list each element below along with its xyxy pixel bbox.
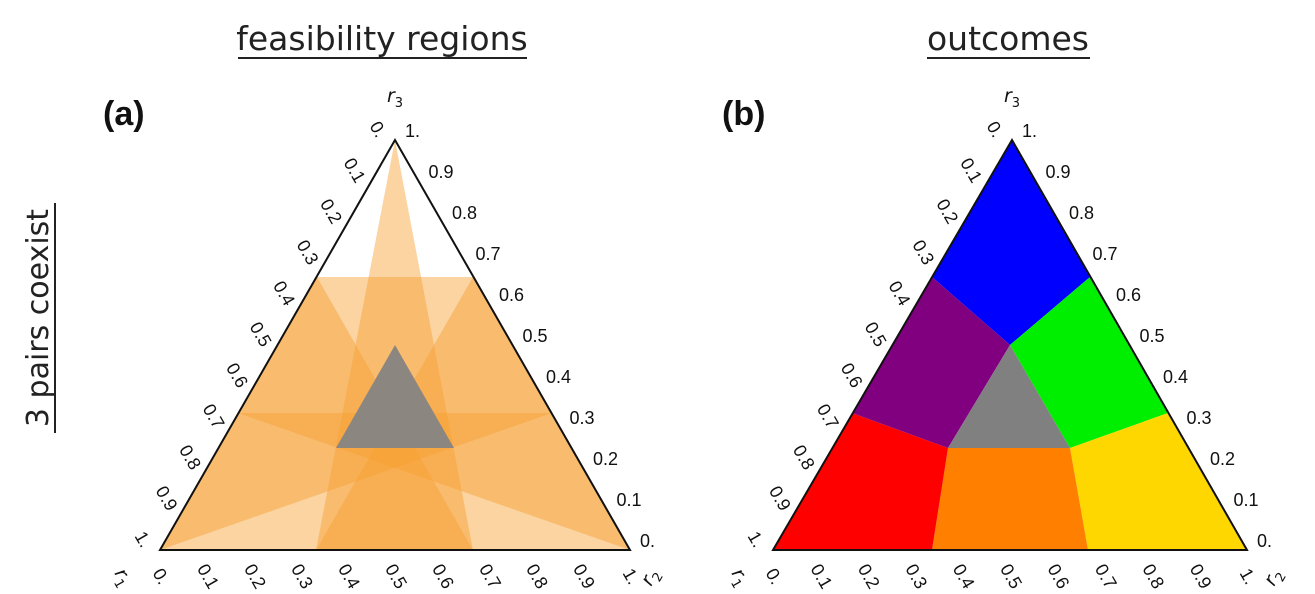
tick-label-right: 0.1 [1234, 490, 1259, 510]
tick-label-bottom: 0.7 [1091, 561, 1121, 593]
band-lower-right [238, 413, 630, 550]
tick-label-left: 0.5 [246, 319, 276, 351]
tick-label-left: 0.7 [813, 401, 843, 433]
feasibility-ternary-plot: 0. 0. 0. 0.1 0.1 0.1 0.2 0.2 0.2 0.3 0.3 0.3 0.4 0.4 0… [106, 85, 667, 593]
tick-label-bottom: 0.4 [334, 561, 364, 593]
heading-outcomes: outcomes [927, 19, 1089, 58]
tick-label-right: 0.2 [1210, 449, 1235, 469]
heading-feasibility-regions: feasibility regions [236, 19, 527, 58]
tick-label-left: 0.1 [340, 155, 370, 187]
tick-label-bottom: 0.6 [1044, 561, 1074, 593]
tick-label-bottom: 0.5 [381, 561, 411, 593]
tick-label-left: 0.8 [175, 442, 205, 474]
tick-label-bottom: 0.9 [569, 561, 599, 593]
tick-label-bottom: 1. [1236, 565, 1261, 588]
tick-label-left: 0.3 [293, 237, 323, 269]
tick-label-left: 0. [366, 118, 391, 141]
outcome-green [1010, 277, 1168, 448]
tick-label-bottom: 0.4 [949, 561, 979, 593]
tick-label-bottom: 0.5 [996, 561, 1026, 593]
tick-label-bottom: 0.8 [522, 561, 552, 593]
tick-label-right: 0.4 [546, 367, 571, 387]
tick-label-left: 0.2 [316, 196, 346, 228]
tick-label-left: 0.4 [269, 278, 299, 310]
tick-label-left: 0.7 [199, 401, 229, 433]
tick-label-right: 0.6 [1116, 285, 1141, 305]
outcome-yellow [1070, 413, 1247, 550]
band-lower-left [160, 413, 552, 550]
tick-label-right: 0. [1257, 531, 1272, 551]
tick-label-right: 1. [405, 121, 420, 141]
tick-label-right: 0.7 [1093, 244, 1118, 264]
tick-label-bottom: 0.6 [428, 561, 458, 593]
tick-label-left: 0. [983, 118, 1008, 141]
tick-label-right: 0.9 [429, 162, 454, 182]
outcome-orange [932, 448, 1088, 550]
tick-label-left: 0.9 [765, 483, 795, 515]
tick-label-right: 0. [640, 531, 655, 551]
tick-label-left: 0.6 [222, 360, 252, 392]
tick-label-bottom: 0. [762, 565, 787, 588]
tick-label-bottom: 0.1 [193, 561, 223, 593]
axis-name-r1-b: r1 [723, 565, 754, 592]
panel-label-b: (b) [722, 95, 765, 133]
axis-name-r2: r2 [636, 565, 667, 592]
axis-name-r2-b: r2 [1259, 565, 1290, 592]
tick-label-bottom: 0.7 [475, 561, 505, 593]
triangle-outline [158, 137, 632, 551]
tick-label-right: 1. [1022, 121, 1037, 141]
tick-label-right: 0.7 [476, 244, 501, 264]
tick-label-right: 0.1 [617, 490, 642, 510]
tick-label-right: 0.5 [1140, 326, 1165, 346]
tick-label-right: 0.9 [1046, 162, 1071, 182]
band-right-slant [316, 277, 630, 550]
band-left-slant [160, 277, 473, 550]
tick-label-right: 0.3 [1187, 408, 1212, 428]
outcome-red [773, 413, 948, 550]
tick-label-left: 0.9 [152, 483, 182, 515]
tick-label-bottom: 0.9 [1186, 561, 1216, 593]
tick-label-left: 0.4 [885, 278, 915, 310]
panel-label-a: (a) [103, 95, 145, 133]
tick-label-left: 0.1 [956, 155, 986, 187]
side-heading: 3 pairs coexist [21, 209, 56, 427]
tick-label-bottom: 0.3 [901, 561, 931, 593]
tick-label-right: 0.8 [1069, 203, 1094, 223]
tick-label-bottom: 0.2 [240, 561, 270, 593]
outcome-purple [852, 277, 1010, 448]
band-top [238, 140, 552, 413]
tick-label-right: 0.6 [499, 285, 524, 305]
tick-label-left: 0.6 [837, 360, 867, 392]
tick-label-bottom: 0.1 [807, 561, 837, 593]
tick-label-left: 0.8 [789, 442, 819, 474]
tick-label-left: 0.5 [861, 319, 891, 351]
tick-label-left: 0.2 [932, 196, 962, 228]
side-heading-group: 3 pairs coexist [21, 203, 56, 433]
outcomes-ternary-plot: 0. 0. 0. 0.1 0.1 0.1 0.2 0.2 0.2 0.3 0.3 0.3 0.4 0.4 0… [723, 85, 1290, 593]
outcome-gray [948, 345, 1070, 448]
tick-label-bottom: 0. [149, 565, 174, 588]
axis-name-r3: r3 [387, 85, 403, 111]
coexistence-region [336, 345, 454, 448]
tick-label-bottom: 0.8 [1138, 561, 1168, 593]
tick-label-left: 1. [744, 528, 769, 551]
tick-label-bottom: 0.3 [287, 561, 317, 593]
tick-label-left: 0.3 [908, 237, 938, 269]
axis-name-r3-b: r3 [1004, 85, 1020, 111]
triangle-outline-b [771, 138, 1249, 551]
axis-name-r1: r1 [106, 565, 137, 592]
tick-label-right: 0.5 [523, 326, 548, 346]
tick-label-right: 0.4 [1163, 367, 1188, 387]
tick-label-right: 0.2 [593, 449, 618, 469]
tick-label-bottom: 0.2 [854, 561, 884, 593]
outcome-blue [932, 140, 1090, 345]
tick-label-right: 0.8 [452, 203, 477, 223]
tick-label-left: 1. [131, 528, 156, 551]
tick-label-right: 0.3 [570, 408, 595, 428]
